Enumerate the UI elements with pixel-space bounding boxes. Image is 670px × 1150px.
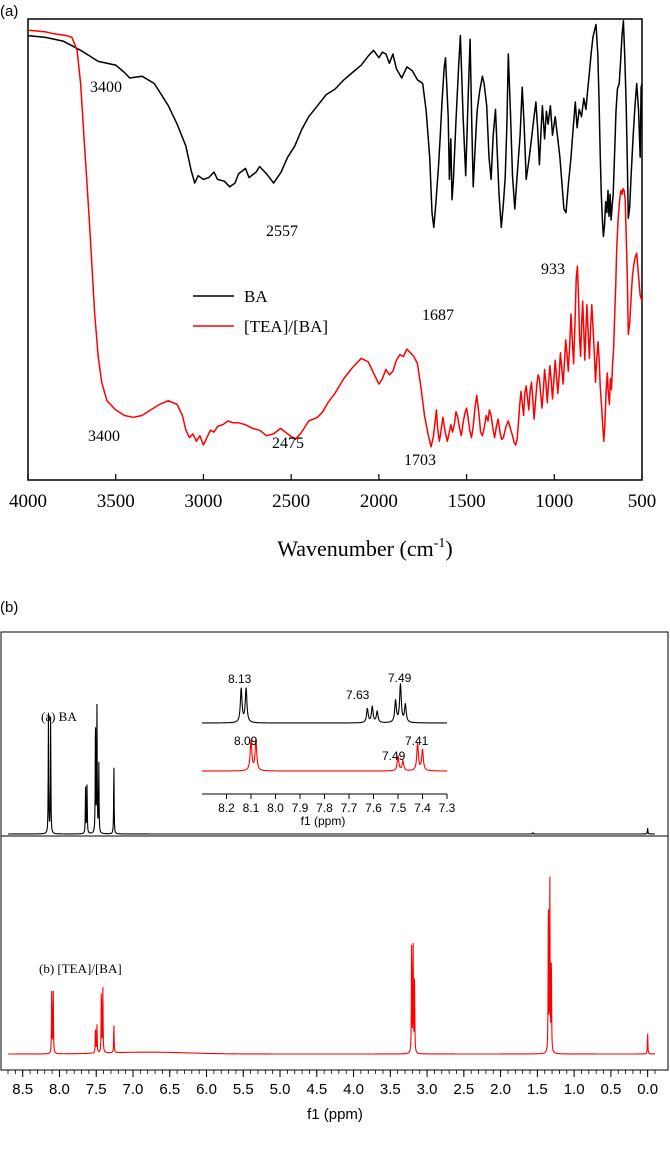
inset-annotation-8-13: 8.13 bbox=[228, 672, 252, 686]
panel-b-inset: 8.2 8.1 8.0 7.9 7.8 7.7 7.6 7.5 7.4 7.3 f1 (ppm) … bbox=[202, 671, 456, 828]
nmr-tick-label-0.0: 0.0 bbox=[637, 1081, 658, 1098]
inset-annotation-7-63: 7.63 bbox=[346, 688, 370, 702]
nmr-tick-label-1.0: 1.0 bbox=[564, 1081, 585, 1098]
x-tick-label-3000: 3000 bbox=[184, 491, 222, 512]
series-line-tea-ba bbox=[27, 29, 643, 448]
inset-annotation-8-09: 8.09 bbox=[234, 734, 258, 748]
inset-tick-label-7.8: 7.8 bbox=[316, 801, 333, 815]
panel-a-series bbox=[27, 20, 643, 448]
panel-a-x-axis-title-close: ) bbox=[445, 536, 452, 561]
inset-tick-label-7.4: 7.4 bbox=[414, 801, 431, 815]
nmr-trace-tea-ba bbox=[8, 876, 655, 1055]
panel-a-x-axis-title-main: Wavenumber (cm bbox=[277, 536, 433, 561]
panel-a-ir-spectrum: (a) 4000 3500 3000 2500 2000 1500 1000 500 Wave… bbox=[0, 3, 656, 561]
annotation-tea-2475: 2475 bbox=[272, 435, 304, 452]
inset-x-axis-title: f1 (ppm) bbox=[301, 814, 346, 828]
series-line-ba bbox=[27, 20, 643, 238]
inset-trace-tea-ba bbox=[202, 739, 447, 772]
panel-a-x-ticks: 4000 3500 3000 2500 2000 1500 1000 500 bbox=[9, 474, 656, 512]
nmr-tick-label-2.0: 2.0 bbox=[490, 1081, 511, 1098]
annotation-ba-1687: 1687 bbox=[422, 307, 454, 324]
inset-x-ticks: 8.2 8.1 8.0 7.9 7.8 7.7 7.6 7.5 7.4 7.3 bbox=[202, 793, 456, 815]
annotation-tea-1703: 1703 bbox=[404, 452, 436, 469]
nmr-tick-label-4.0: 4.0 bbox=[343, 1081, 364, 1098]
trace-label-tea-ba: (b) [TEA]/[BA] bbox=[39, 961, 122, 976]
nmr-tick-label-5.5: 5.5 bbox=[233, 1081, 254, 1098]
inset-tick-label-7.6: 7.6 bbox=[365, 801, 382, 815]
annotation-tea-3400: 3400 bbox=[88, 428, 120, 445]
nmr-tick-label-4.5: 4.5 bbox=[306, 1081, 327, 1098]
x-tick-label-1500: 1500 bbox=[448, 491, 486, 512]
panel-a-label: (a) bbox=[0, 3, 18, 20]
inset-tick-label-8.0: 8.0 bbox=[267, 801, 284, 815]
inset-annotation-7-41: 7.41 bbox=[405, 734, 429, 748]
annotation-ba-3400: 3400 bbox=[90, 79, 122, 96]
x-tick-label-1000: 1000 bbox=[535, 491, 573, 512]
panel-a-x-axis-title: Wavenumber (cm-1) bbox=[277, 536, 452, 561]
panel-a-legend: BA [TEA]/[BA] bbox=[193, 287, 328, 336]
inset-annotation-7-49-tea: 7.49 bbox=[382, 749, 406, 763]
nmr-tick-label-1.5: 1.5 bbox=[527, 1081, 548, 1098]
nmr-tick-label-5.0: 5.0 bbox=[270, 1081, 291, 1098]
panel-a-x-axis-title-sup: -1 bbox=[434, 536, 446, 551]
inset-tick-label-7.7: 7.7 bbox=[341, 801, 358, 815]
inset-tick-label-7.5: 7.5 bbox=[390, 801, 407, 815]
x-tick-label-2500: 2500 bbox=[272, 491, 310, 512]
panel-b-label: (b) bbox=[0, 599, 18, 616]
inset-trace-ba bbox=[202, 683, 447, 724]
nmr-tick-label-3.0: 3.0 bbox=[417, 1081, 438, 1098]
nmr-tick-label-8.5: 8.5 bbox=[12, 1081, 33, 1098]
x-tick-label-2000: 2000 bbox=[360, 491, 398, 512]
inset-tick-label-7.3: 7.3 bbox=[439, 801, 456, 815]
nmr-tick-label-8.0: 8.0 bbox=[49, 1081, 70, 1098]
nmr-tick-label-7.0: 7.0 bbox=[123, 1081, 144, 1098]
inset-tick-label-8.2: 8.2 bbox=[218, 801, 235, 815]
nmr-tick-label-0.5: 0.5 bbox=[600, 1081, 621, 1098]
inset-annotation-7-49-ba: 7.49 bbox=[388, 671, 412, 685]
nmr-tick-label-6.5: 6.5 bbox=[159, 1081, 180, 1098]
annotation-ba-933: 933 bbox=[541, 261, 565, 278]
panel-a-frame bbox=[27, 18, 643, 481]
panel-b-x-ticks: 8.5 8.0 7.5 7.0 6.5 6.0 5.5 5.0 4.5 4.0 3.5 3.0 2.5 2… bbox=[7, 1070, 658, 1098]
nmr-trace-ba bbox=[8, 704, 655, 835]
inset-series bbox=[202, 683, 447, 772]
panel-b-nmr-spectrum: (b) 8.5 8.0 7.5 7.0 6.5 6.0 5.5 5.0 4.5 4.0 3.5 3.0… bbox=[0, 599, 669, 1123]
legend-label-tea: [TEA]/[BA] bbox=[244, 317, 328, 336]
nmr-tick-label-2.5: 2.5 bbox=[453, 1081, 474, 1098]
trace-label-ba: (a) BA bbox=[41, 709, 77, 724]
nmr-tick-label-6.0: 6.0 bbox=[196, 1081, 217, 1098]
nmr-tick-label-3.5: 3.5 bbox=[380, 1081, 401, 1098]
panel-b-x-axis-title: f1 (ppm) bbox=[307, 1106, 363, 1123]
legend-label-ba: BA bbox=[244, 287, 268, 306]
x-tick-label-3500: 3500 bbox=[97, 491, 135, 512]
inset-tick-label-7.9: 7.9 bbox=[292, 801, 309, 815]
panel-b-series bbox=[8, 704, 655, 1055]
annotation-ba-2557: 2557 bbox=[266, 223, 298, 240]
x-tick-label-500: 500 bbox=[628, 491, 657, 512]
x-tick-label-4000: 4000 bbox=[9, 491, 47, 512]
nmr-tick-label-7.5: 7.5 bbox=[86, 1081, 107, 1098]
inset-tick-label-8.1: 8.1 bbox=[243, 801, 260, 815]
